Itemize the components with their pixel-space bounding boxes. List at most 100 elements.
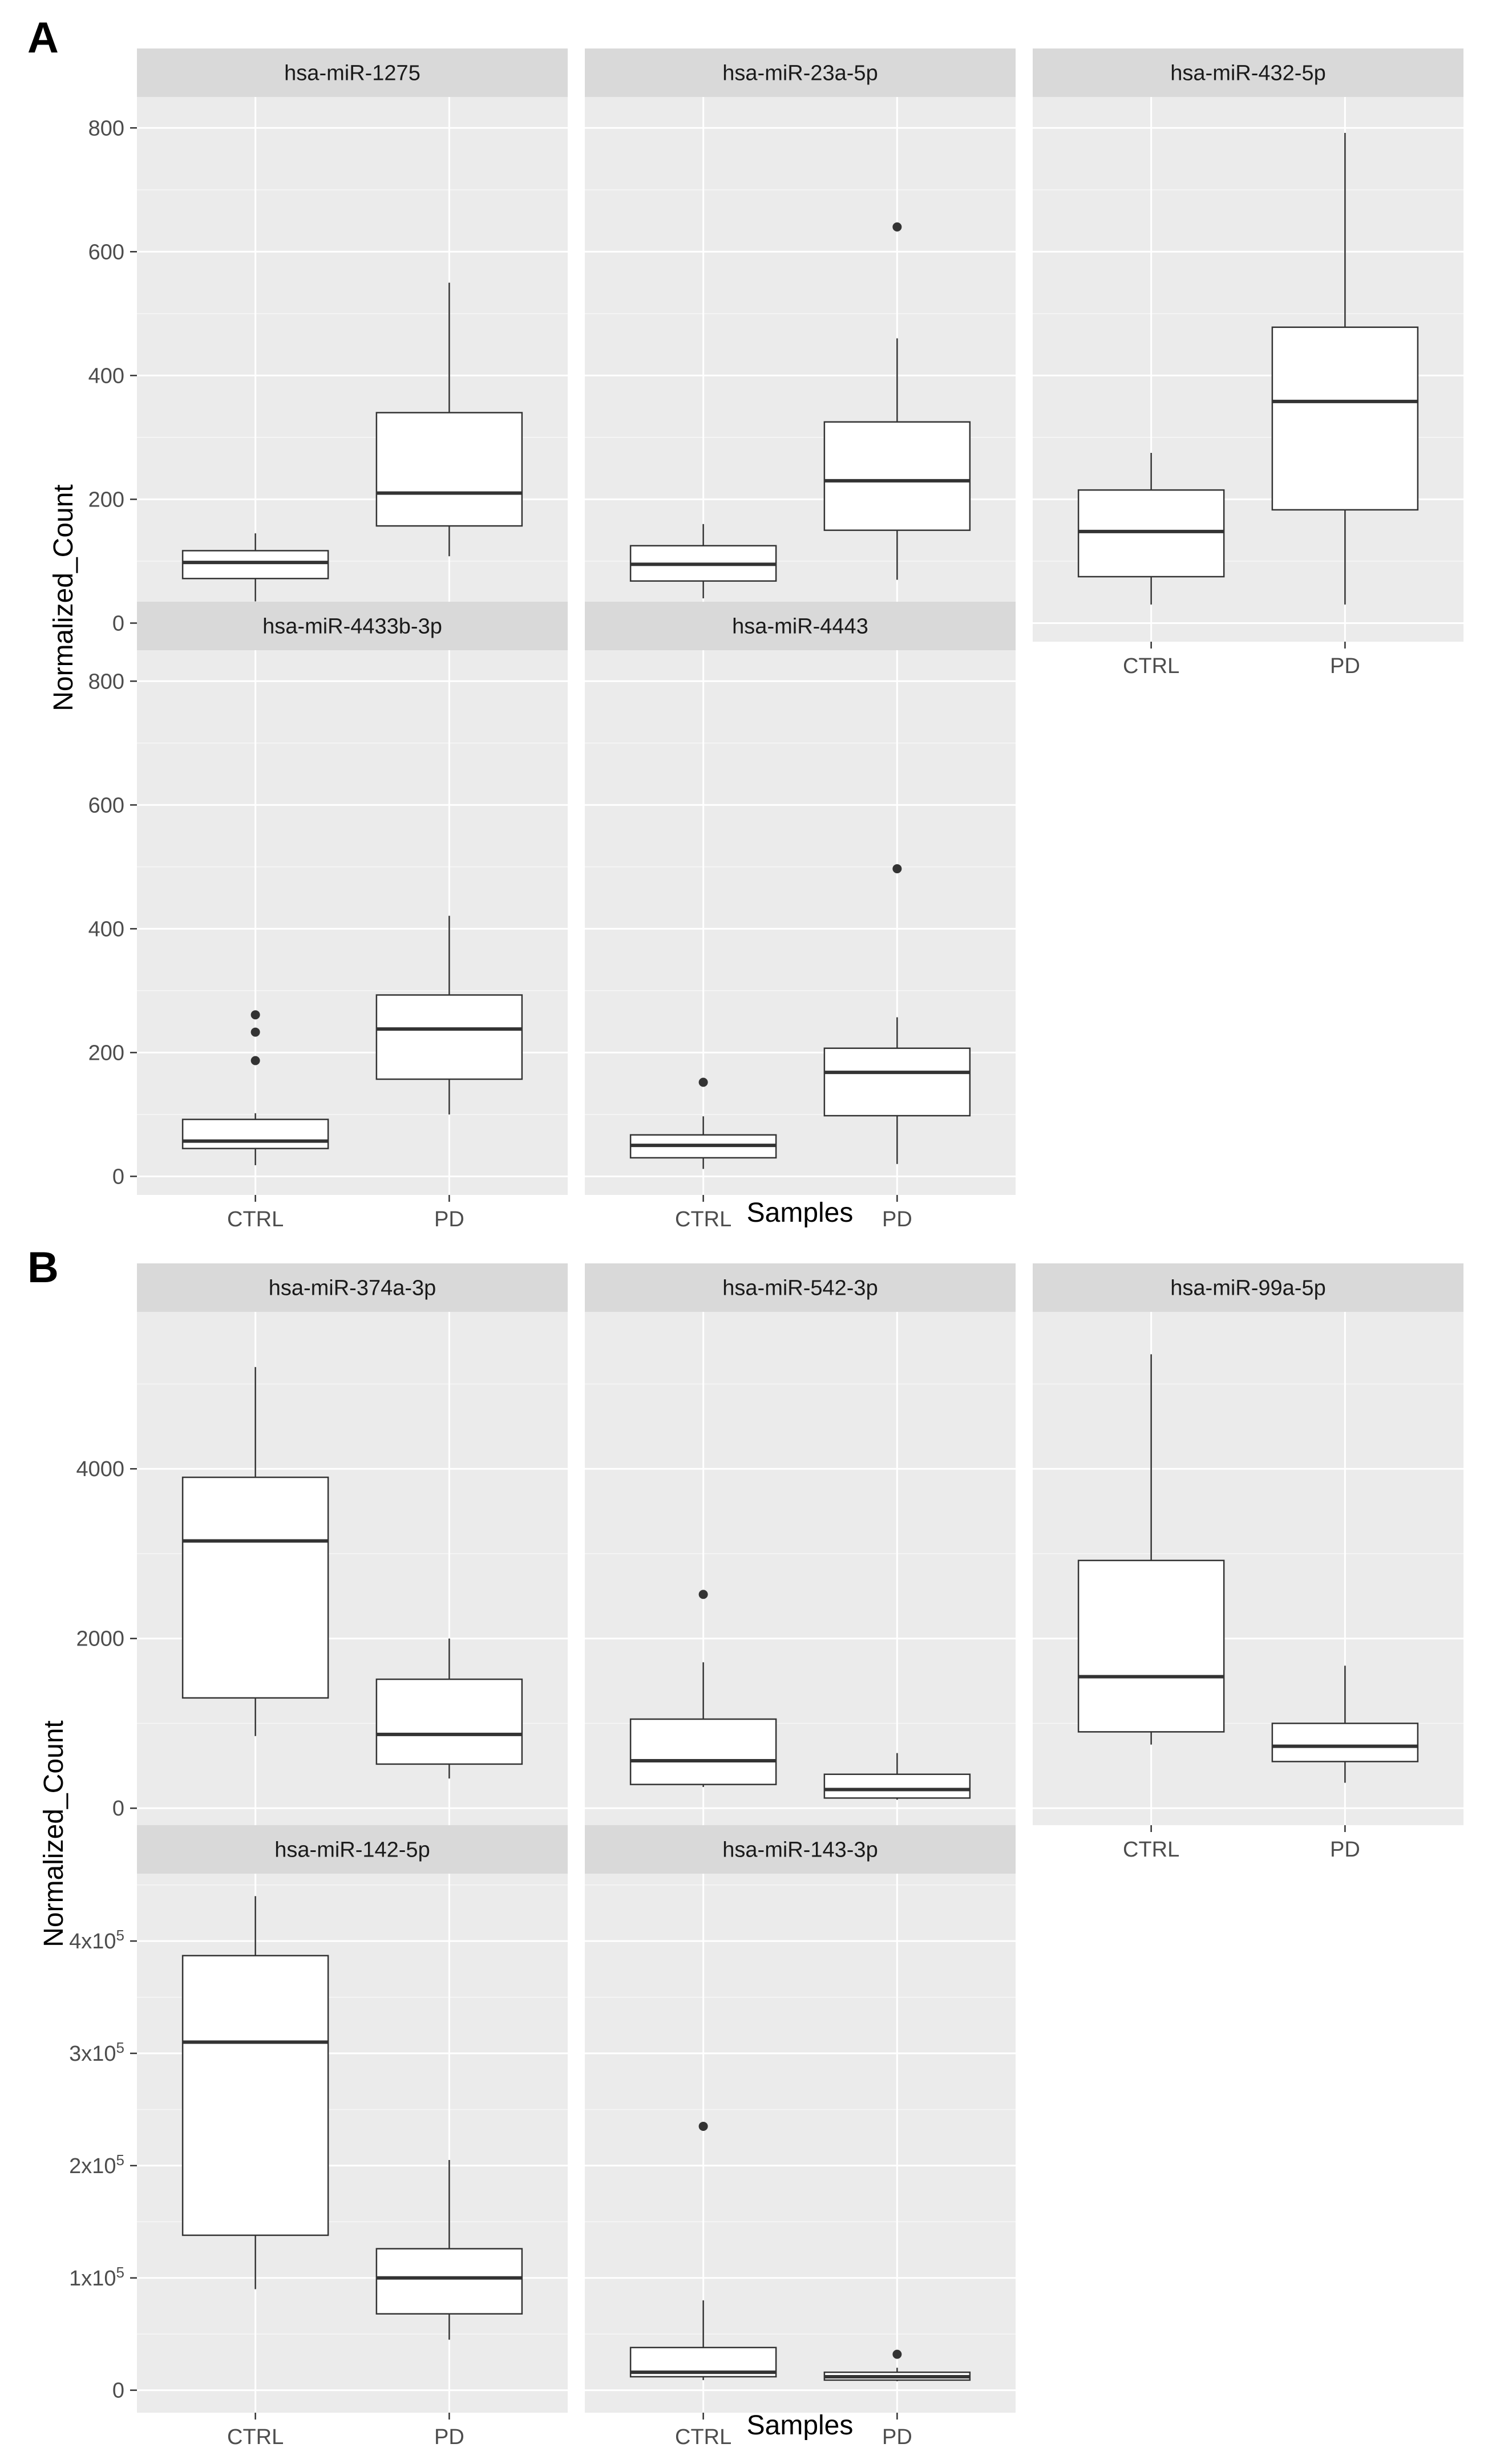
facet-hsa-mir-99a-5p-box-ctrl [1077,1354,1225,1745]
facet-hsa-mir-99a-5p: hsa-miR-99a-5p CTRL PD [1033,1263,1463,1862]
facet-hsa-mir-4433b-3p-box-pd [375,915,523,1115]
facet-hsa-mir-4433b-3p-title: hsa-miR-4433b-3p [262,615,442,639]
facet-hsa-mir-432-5p-title: hsa-miR-432-5p [1170,62,1325,86]
facet-hsa-mir-374a-3p-y-tick-label: 0 [112,1797,124,1821]
facet-hsa-mir-432-5p-x-tick-label: PD [1330,654,1360,678]
facet-hsa-mir-142-5p-box-ctrl [181,1896,329,2289]
facet-hsa-mir-4443-box-ctrl [629,1077,777,1169]
facet-hsa-mir-374a-3p-title: hsa-miR-374a-3p [269,1276,436,1300]
facet-hsa-mir-432-5p: hsa-miR-432-5p CTRL PD [1033,48,1463,678]
facet-hsa-mir-374a-3p-y-tick-label: 4000 [76,1457,124,1481]
facet-hsa-mir-143-3p-box-ctrl-outlier [698,2121,708,2131]
facet-hsa-mir-142-5p-y-tick-label: 3x105 [69,2039,124,2066]
facet-hsa-mir-1275-y-tick-label: 200 [88,488,124,512]
facet-hsa-mir-99a-5p-box-pd [1271,1665,1419,1783]
facet-hsa-mir-542-3p-title: hsa-miR-542-3p [722,1276,878,1300]
facet-hsa-mir-4443-box-ctrl-outlier [698,1077,708,1087]
facet-hsa-mir-432-5p-box-pd-iqr [1271,326,1419,511]
facet-hsa-mir-4443-x-tick-label: CTRL [675,1207,731,1231]
facet-hsa-mir-4443-strip [585,602,1016,650]
facet-hsa-mir-142-5p-box-ctrl-iqr [181,1955,329,2236]
facet-hsa-mir-432-5p-box-pd [1271,132,1419,605]
facet-hsa-mir-374a-3p-box-ctrl [181,1367,329,1736]
facet-hsa-mir-4433b-3p-box-pd-iqr [375,994,523,1080]
facet-hsa-mir-1275-y-tick-label: 800 [88,116,124,140]
facet-hsa-mir-23a-5p-box-pd [823,222,971,580]
facet-hsa-mir-542-3p-box-ctrl [629,1590,777,1788]
facet-hsa-mir-142-5p-box-pd [375,2160,523,2340]
facet-hsa-mir-4443-box-pd [823,864,971,1164]
facet-hsa-mir-4433b-3p-box-ctrl-iqr [181,1118,329,1149]
facet-hsa-mir-4433b-3p-box-ctrl [181,1010,329,1165]
facet-hsa-mir-542-3p-box-ctrl-iqr [629,1718,777,1785]
facet-hsa-mir-4433b-3p-box-ctrl-outlier [250,1056,260,1065]
facet-hsa-mir-142-5p-y-tick-label: 1x105 [69,2264,124,2291]
facet-hsa-mir-99a-5p-box-pd-iqr [1271,1723,1419,1762]
plots: hsa-miR-1275 0 200 400 600 800 hsa-miR-23a-5p h… [39,48,1463,2449]
facet-hsa-mir-142-5p-y-tick-label: 2x105 [69,2151,124,2178]
facet-hsa-mir-143-3p-box-pd [823,2349,971,2381]
facet-hsa-mir-99a-5p-x-tick-label: PD [1330,1838,1360,1862]
facet-hsa-mir-1275-box-ctrl [181,533,329,602]
facet-hsa-mir-374a-3p-box-pd [375,1638,523,1779]
facet-hsa-mir-4433b-3p-plot-area [137,650,568,1195]
facet-hsa-mir-374a-3p: hsa-miR-374a-3p 0 2000 4000 [76,1263,568,1825]
facet-hsa-mir-4443-x-tick-label: PD [882,1207,912,1231]
facet-hsa-mir-99a-5p-title: hsa-miR-99a-5p [1170,1276,1325,1300]
facet-hsa-mir-1275-title: hsa-miR-1275 [284,62,421,86]
facet-hsa-mir-1275: hsa-miR-1275 0 200 400 600 800 [88,48,568,642]
facet-hsa-mir-143-3p-x-tick-label: PD [882,2425,912,2449]
facet-hsa-mir-432-5p-box-ctrl [1077,453,1225,605]
facet-hsa-mir-143-3p-title: hsa-miR-143-3p [722,1838,878,1862]
panel-a-y-axis-title: Normalized_Count [48,484,79,711]
facet-hsa-mir-4433b-3p-y-tick-label: 200 [88,1041,124,1065]
facet-hsa-mir-4433b-3p-y-tick-label: 400 [88,917,124,941]
facet-hsa-mir-542-3p-strip [585,1263,1016,1312]
panel-label-a: A [27,14,59,62]
facet-hsa-mir-1275-box-pd [375,282,523,557]
facet-hsa-mir-542-3p-box-pd-iqr [823,1773,971,1799]
facet-hsa-mir-374a-3p-y-tick-label: 2000 [76,1627,124,1651]
facet-hsa-mir-143-3p: hsa-miR-143-3p CTRL PD [585,1825,1016,2449]
facet-hsa-mir-4443-title: hsa-miR-4443 [732,615,868,639]
facet-hsa-mir-99a-5p-box-ctrl-iqr [1077,1559,1225,1733]
facet-hsa-mir-432-5p-box-ctrl-iqr [1077,489,1225,578]
facet-hsa-mir-4433b-3p-y-tick-label: 0 [112,1165,124,1189]
facet-hsa-mir-23a-5p-title: hsa-miR-23a-5p [722,62,878,86]
facet-hsa-mir-1275-y-tick-label: 600 [88,240,124,264]
facet-hsa-mir-1275-strip [137,48,568,97]
facet-hsa-mir-542-3p-box-ctrl-outlier [698,1590,708,1599]
facet-hsa-mir-4433b-3p-x-tick-label: CTRL [227,1207,284,1231]
facet-hsa-mir-4443: hsa-miR-4443 CTRL PD [585,602,1016,1231]
facet-hsa-mir-143-3p-box-ctrl [629,2121,777,2380]
facet-hsa-mir-4433b-3p-x-tick-label: PD [434,1207,464,1231]
facet-hsa-mir-143-3p-box-pd-outlier [892,2349,902,2359]
facet-hsa-mir-143-3p-plot-area [585,1874,1016,2413]
facet-hsa-mir-142-5p-box-pd-iqr [375,2248,523,2315]
facet-hsa-mir-432-5p-strip [1033,48,1463,97]
facet-hsa-mir-1275-y-tick-label: 0 [112,611,124,635]
facet-hsa-mir-432-5p-x-tick-label: CTRL [1123,654,1179,678]
facet-hsa-mir-99a-5p-x-tick-label: CTRL [1123,1838,1179,1862]
facet-hsa-mir-4433b-3p-box-ctrl-outlier [250,1027,260,1037]
facet-hsa-mir-23a-5p: hsa-miR-23a-5p [585,48,1016,642]
facet-hsa-mir-23a-5p-box-pd-iqr [823,421,971,531]
panel-a-x-axis-title: Samples [747,1198,854,1228]
facet-hsa-mir-143-3p-x-tick-label: CTRL [675,2425,731,2449]
facet-hsa-mir-4433b-3p-box-ctrl-outlier [250,1010,260,1020]
facet-hsa-mir-374a-3p-box-ctrl-iqr [181,1476,329,1699]
facet-hsa-mir-542-3p-box-pd [823,1753,971,1800]
facet-hsa-mir-143-3p-strip [585,1825,1016,1874]
facet-hsa-mir-142-5p-y-tick-label: 0 [112,2379,124,2403]
facet-hsa-mir-1275-box-pd-iqr [375,412,523,527]
panel-b-x-axis-title: Samples [747,2410,854,2441]
panel-b-y-axis-title: Normalized_Count [39,1720,69,1947]
facet-hsa-mir-4433b-3p-y-tick-label: 800 [88,670,124,694]
facet-hsa-mir-4433b-3p-y-tick-label: 600 [88,793,124,817]
facet-hsa-mir-4433b-3p: hsa-miR-4433b-3p 0 200 400 600 800 CTRL PD [88,602,568,1231]
facet-hsa-mir-142-5p-y-tick-label: 4x105 [69,1927,124,1954]
facet-hsa-mir-1275-y-tick-label: 400 [88,364,124,388]
facet-hsa-mir-4443-box-pd-iqr [823,1047,971,1117]
facet-hsa-mir-142-5p-strip [137,1825,568,1874]
